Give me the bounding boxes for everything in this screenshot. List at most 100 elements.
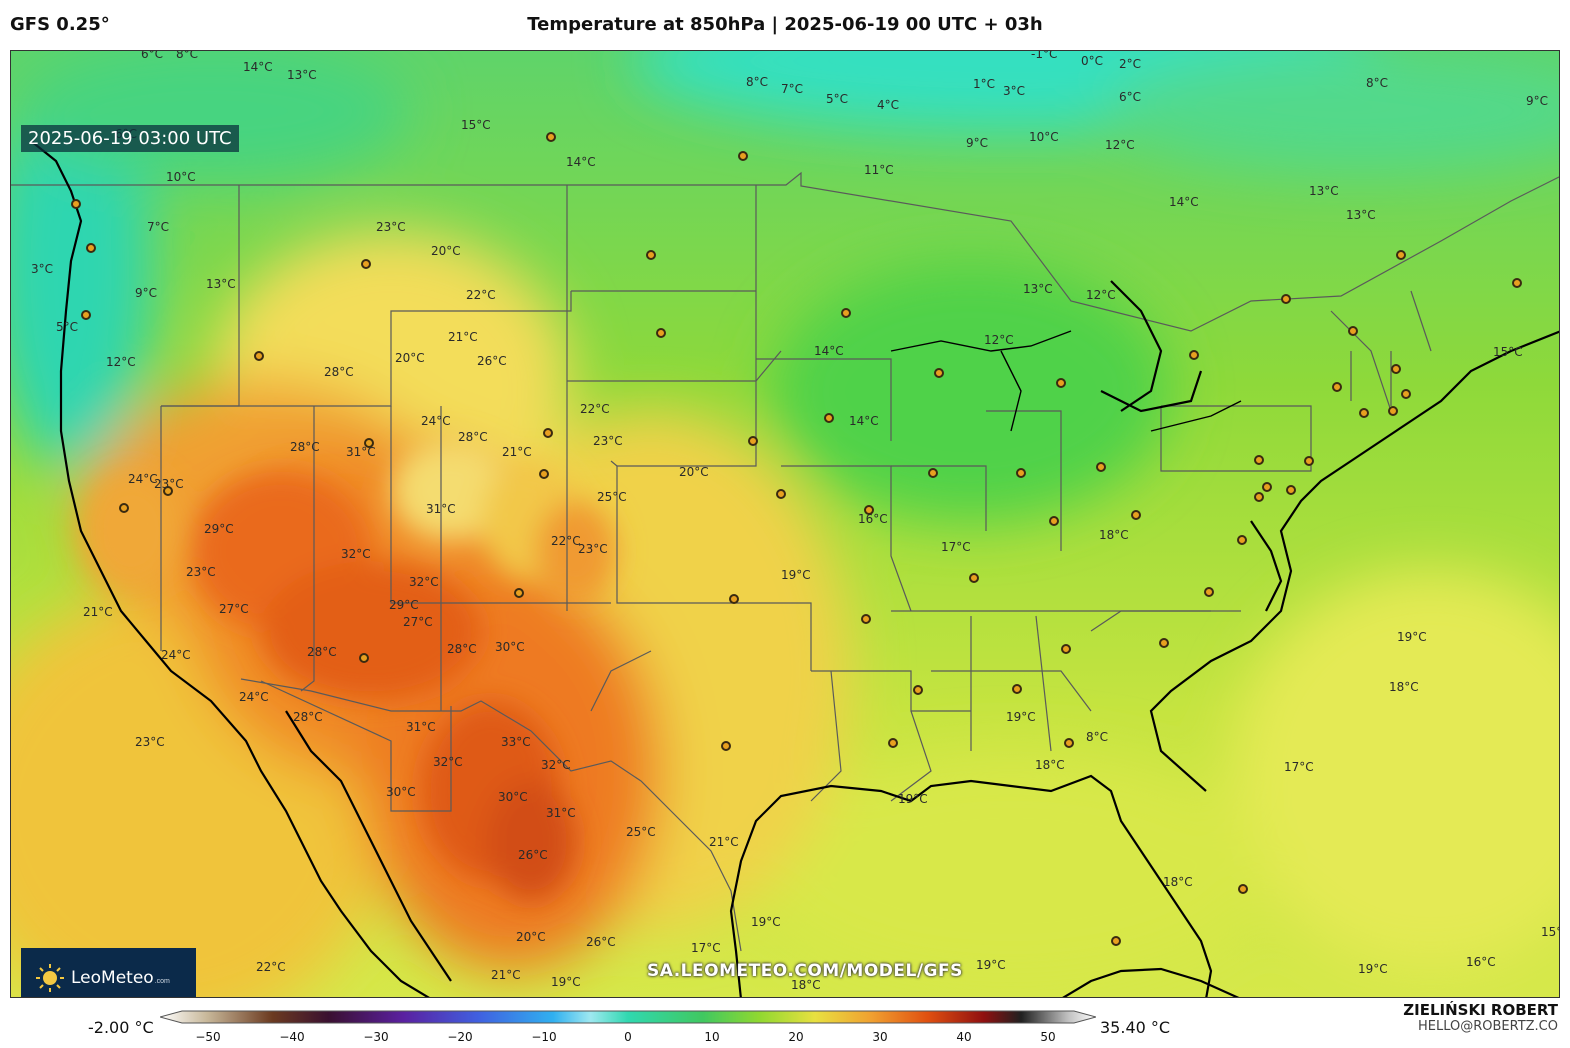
contour-label: 17°C [691,941,721,955]
colorbar-tick: −40 [279,1030,305,1044]
contour-label: 9°C [966,136,988,150]
contour-label: 30°C [386,785,416,799]
colorbar-tick: −30 [363,1030,389,1044]
contour-label: 31°C [346,445,376,459]
contour-label: 11°C [864,163,894,177]
contour-label: 20°C [516,930,546,944]
contour-label: 25°C [597,490,627,504]
contour-label: 8°C [176,51,198,61]
contour-label: 31°C [426,502,456,516]
contour-label: 21°C [448,330,478,344]
contour-label: 14°C [1169,195,1199,209]
borders [11,171,1559,812]
contour-label: 28°C [293,710,323,724]
contour-label: 19°C [1358,962,1388,976]
contour-label: 28°C [307,645,337,659]
contour-label: 20°C [395,351,425,365]
contour-label: 23°C [135,735,165,749]
contour-label: 24°C [421,414,451,428]
contour-label: 22°C [551,534,581,548]
contour-label: 32°C [341,547,371,561]
contour-label: 22°C [466,288,496,302]
contour-label: 5°C [56,320,78,334]
contour-label: 31°C [546,806,576,820]
contour-label: 14°C [849,414,879,428]
contour-label: 32°C [433,755,463,769]
logo-domain: .com [154,977,170,985]
colorbar-tick: −10 [531,1030,557,1044]
contour-label: 14°C [814,344,844,358]
contour-label: 13°C [1309,184,1339,198]
leometeo-logo: LeoMeteo .com [21,948,196,997]
contour-label: 24°C [239,690,269,704]
coastlines [30,140,1559,997]
watermark-url: SA.LEOMETEO.COM/MODEL/GFS [647,961,963,981]
contour-label: 23°C [376,220,406,234]
colorbar-tick: 40 [956,1030,972,1044]
contour-label: 31°C [406,720,436,734]
contour-label: 32°C [409,575,439,589]
contour-label: 13°C [1346,208,1376,222]
contour-label: 21°C [709,835,739,849]
temperature-map: 6°C 8°C 14°C 13°C 6°C 10°C 7°C 3°C 9°C 13°C 5°C 12°… [10,50,1560,998]
logo-text: LeoMeteo [71,968,154,988]
contour-label: 22°C [580,402,610,416]
contour-label: 13°C [206,277,236,291]
contour-label: 6°C [141,51,163,61]
contour-label: 18°C [1163,875,1193,889]
heat-core [81,441,616,901]
contour-label: 28°C [458,430,488,444]
contour-label: 21°C [83,605,113,619]
contour-label: 15°C [1541,925,1560,939]
contour-label: 26°C [477,354,507,368]
contour-label: 3°C [31,262,53,276]
contour-label: 30°C [495,640,525,654]
contour-label: 23°C [593,434,623,448]
mexico-border [240,678,742,952]
contour-label: 19°C [551,975,581,989]
colorbar-min-label: -2.00 °C [88,1018,154,1037]
city-markers [71,132,1522,946]
contour-label: 30°C [498,790,528,804]
contour-label: 19°C [1006,710,1036,724]
colorbar-tick: 0 [624,1030,632,1044]
contour-label: 13°C [1023,282,1053,296]
contour-label: 12°C [984,333,1014,347]
contour-label: 28°C [290,440,320,454]
contour-label: 26°C [518,848,548,862]
contour-label: 16°C [858,512,888,526]
contour-label: 20°C [679,465,709,479]
contour-label: 28°C [447,642,477,656]
contour-label: 14°C [566,155,596,169]
colorbar-max-label: 35.40 °C [1100,1018,1171,1037]
colorbar [160,1010,1096,1024]
contour-label: 28°C [324,365,354,379]
contour-label: 3°C [1003,84,1025,98]
lakes [890,330,1242,432]
contour-label: 24°C [128,472,158,486]
contour-labels: 6°C 8°C 14°C 13°C 6°C 10°C 7°C 3°C 9°C 13°C 5°C 12°… [31,51,1560,997]
contour-label: 18°C [1099,528,1129,542]
contour-label: 29°C [204,522,234,536]
contour-label: 9°C [1526,94,1548,108]
contour-label: 10°C [1029,130,1059,144]
contour-label: 5°C [826,92,848,106]
contour-label: 32°C [541,758,571,772]
colorbar-tick: −50 [195,1030,221,1044]
contour-label: 4°C [877,98,899,112]
contour-label: 20°C [431,244,461,258]
contour-label: 27°C [403,615,433,629]
contour-label: 21°C [491,968,521,982]
contour-label: 8°C [1366,76,1388,90]
contour-label: 14°C [243,60,273,74]
contour-label: 19°C [976,958,1006,972]
colorbar-tick: 50 [1040,1030,1056,1044]
contour-label: 9°C [135,286,157,300]
colorbar-tick: 20 [788,1030,804,1044]
author-email: HELLO@ROBERTZ.CO [1417,1019,1558,1034]
contour-label: 10°C [166,170,196,184]
contour-label: 18°C [791,978,821,992]
contour-label: 7°C [147,220,169,234]
contour-label: 19°C [898,792,928,806]
contour-label: 12°C [1105,138,1135,152]
